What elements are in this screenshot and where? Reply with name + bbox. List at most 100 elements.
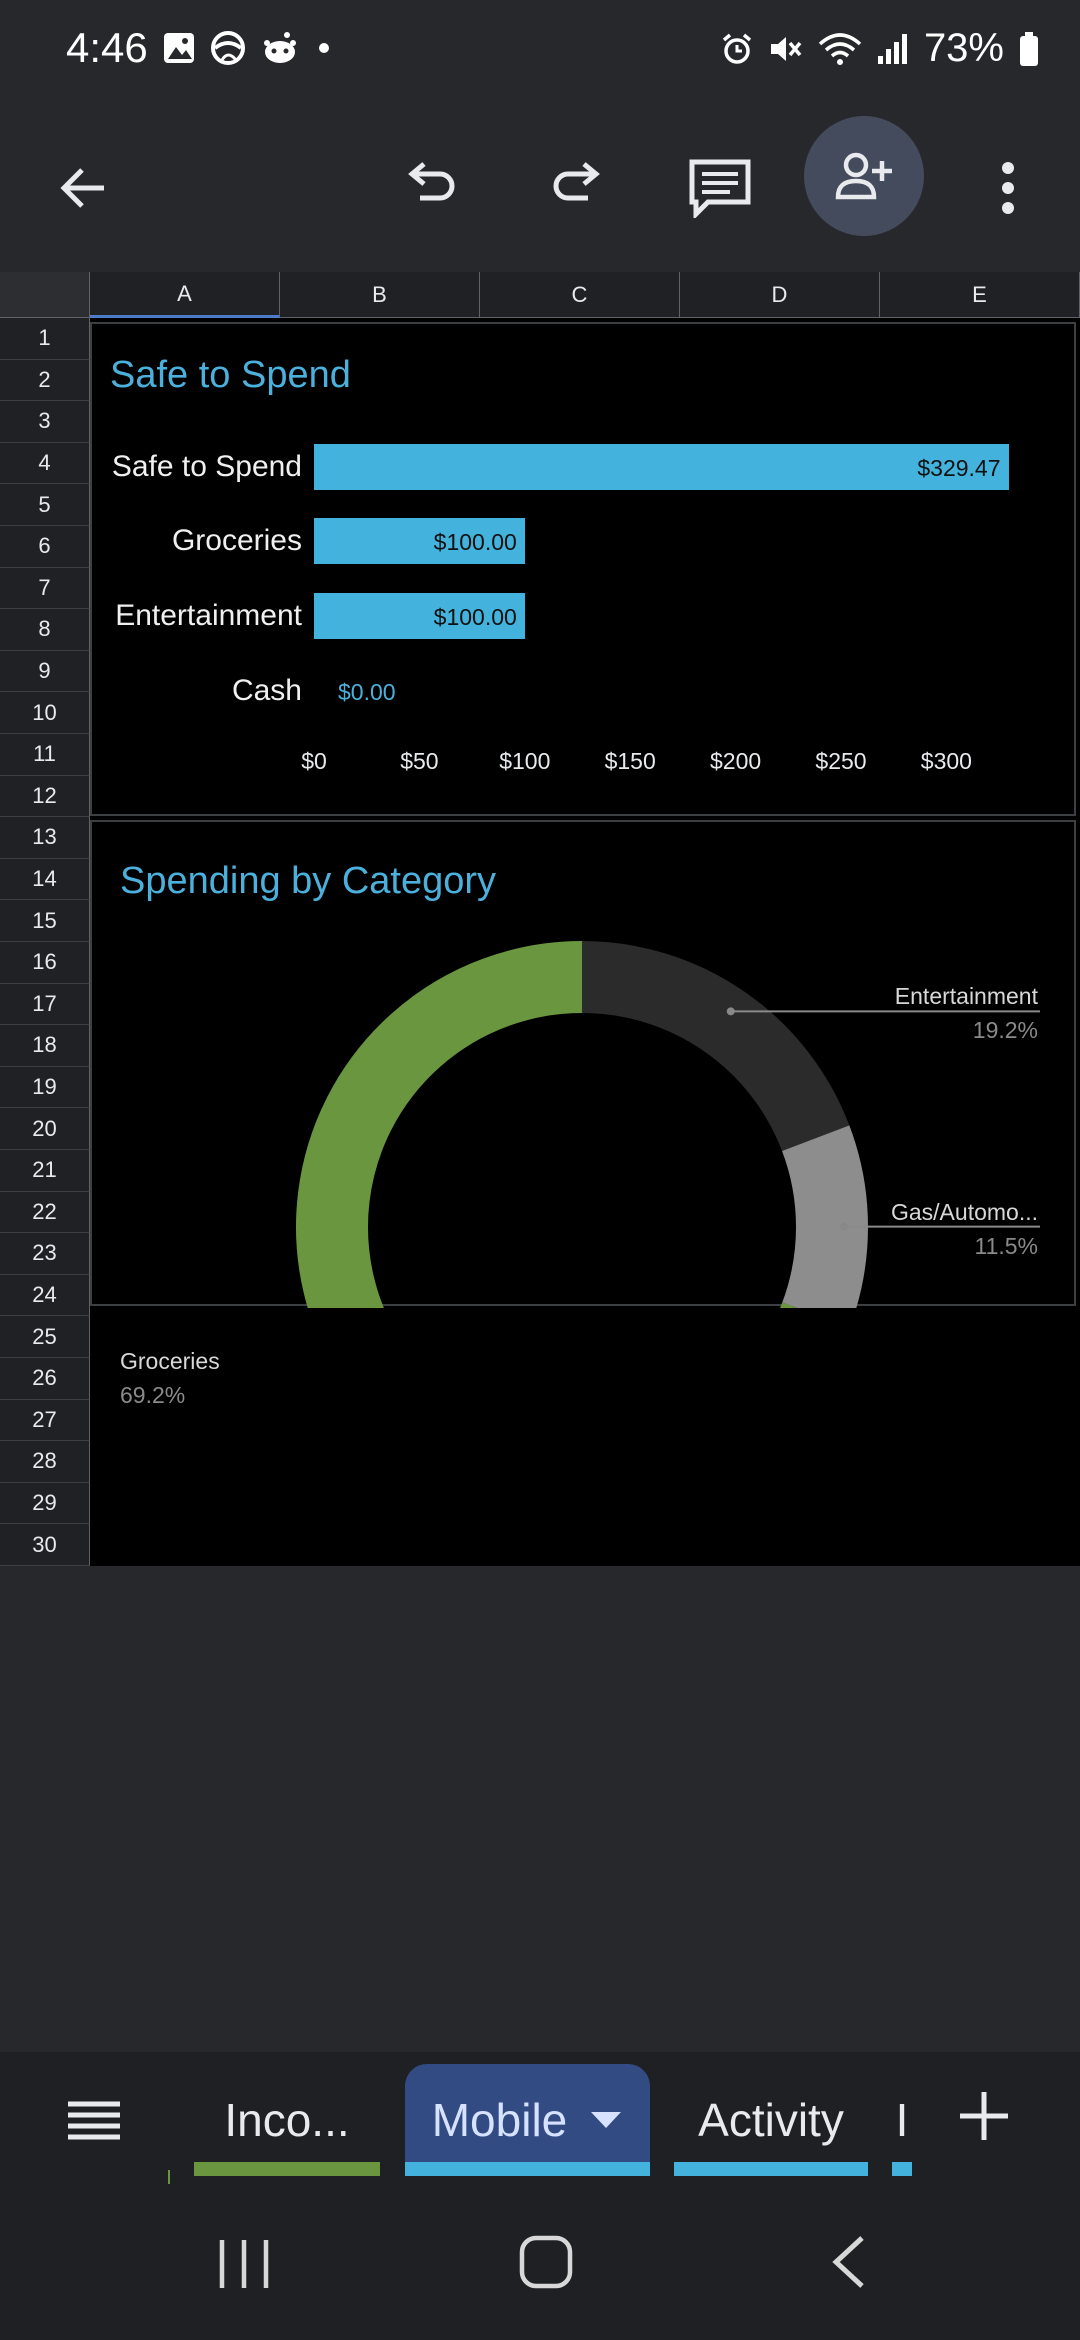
battery-icon <box>1020 31 1038 66</box>
row-header[interactable]: 5 <box>0 484 90 526</box>
system-back-button[interactable] <box>826 2234 870 2295</box>
donut-svg <box>296 941 1040 1308</box>
add-sheet-button[interactable] <box>958 2090 1010 2147</box>
row-header[interactable]: 7 <box>0 567 90 610</box>
row-header[interactable]: 12 <box>0 775 90 818</box>
tab-activity[interactable]: Activity <box>674 2064 868 2176</box>
toolbar <box>0 104 1080 272</box>
row-header[interactable]: 3 <box>0 401 90 443</box>
bar[interactable] <box>314 444 1009 490</box>
row-header[interactable]: 8 <box>0 609 90 651</box>
chart-title: Safe to Spend <box>110 354 351 396</box>
row-header[interactable]: 4 <box>0 442 90 485</box>
tab-color-strip <box>892 2162 912 2176</box>
row-header[interactable]: 25 <box>0 1316 90 1358</box>
all-sheets-button[interactable] <box>66 2100 122 2149</box>
spending-by-category-chart[interactable]: Spending by Category Entertainment 19.2% G… <box>90 820 1076 1408</box>
comment-button[interactable] <box>678 146 762 230</box>
system-nav-bar <box>0 2186 1080 2340</box>
column-header-b[interactable]: B <box>280 272 480 318</box>
row-header[interactable]: 15 <box>0 900 90 942</box>
row-header[interactable]: 10 <box>0 692 90 734</box>
row-header[interactable]: 22 <box>0 1191 90 1234</box>
tab-color-strip <box>674 2162 868 2176</box>
donut-slice[interactable] <box>296 941 816 1308</box>
share-button[interactable] <box>804 116 924 236</box>
row-header[interactable]: 14 <box>0 858 90 901</box>
donut-slice[interactable] <box>581 941 850 1152</box>
row-header[interactable]: 26 <box>0 1358 90 1400</box>
vpn-icon <box>211 31 245 65</box>
x-axis-tick: $150 <box>604 748 656 774</box>
redo-button[interactable] <box>534 146 618 230</box>
bar-value-label: $0.00 <box>338 679 396 705</box>
mute-icon <box>770 36 802 61</box>
row-header[interactable]: 21 <box>0 1150 90 1192</box>
tab-label: Mobile <box>431 2094 568 2146</box>
slice-percent: 19.2% <box>972 1017 1038 1044</box>
row-header[interactable]: 16 <box>0 942 90 984</box>
redo-icon <box>553 162 600 201</box>
tab-label: I <box>895 2094 909 2146</box>
x-axis-tick: $250 <box>815 748 867 774</box>
tab-income[interactable]: Inco... <box>194 2064 380 2176</box>
row-header[interactable]: 2 <box>0 359 90 402</box>
row-header[interactable]: 17 <box>0 983 90 1026</box>
bar-category-label: Groceries <box>171 524 302 557</box>
safe-to-spend-chart[interactable]: Safe to Spend Safe to Spend $329.47 Grocer… <box>90 322 1076 816</box>
slice-label: Groceries <box>120 1348 220 1375</box>
row-header[interactable]: 6 <box>0 526 90 568</box>
tab-divider <box>168 2170 170 2184</box>
x-axis-tick: $300 <box>920 748 972 774</box>
spreadsheet-grid[interactable]: A B C D E 1 2 3 4 5 6 7 8 9 10 11 12 13 14 15 16 17 18 19 2… <box>0 272 1080 1566</box>
bar-category-label: Safe to Spend <box>111 450 302 483</box>
row-header[interactable]: 28 <box>0 1441 90 1483</box>
slice-label: Gas/Automo... <box>890 1198 1038 1225</box>
undo-button[interactable] <box>390 146 474 230</box>
more-options-button[interactable] <box>966 146 1050 230</box>
column-header-d[interactable]: D <box>680 272 880 318</box>
recents-button[interactable] <box>216 2238 272 2295</box>
tab-color-strip <box>194 2162 380 2176</box>
more-vert-icon <box>1002 162 1014 214</box>
row-header[interactable]: 1 <box>0 318 90 360</box>
row-header[interactable]: 27 <box>0 1399 90 1442</box>
row-header[interactable]: 29 <box>0 1482 90 1525</box>
home-icon <box>519 2235 573 2289</box>
undo-icon <box>408 162 455 201</box>
column-header-c[interactable]: C <box>480 272 680 318</box>
tab-label: Inco... <box>224 2094 350 2146</box>
row-header[interactable]: 20 <box>0 1108 90 1150</box>
x-axis-tick: $100 <box>499 748 551 774</box>
row-header[interactable]: 18 <box>0 1025 90 1067</box>
chart-title: Spending by Category <box>120 860 497 902</box>
sheet-tab-bar: Inco... Mobile Activity I <box>0 2052 1080 2186</box>
slice-label: Entertainment <box>894 983 1038 1010</box>
bar-category-label: Entertainment <box>115 599 302 632</box>
select-all-corner[interactable] <box>0 272 90 318</box>
tab-partial[interactable]: I <box>892 2064 912 2176</box>
empty-sheet-area <box>0 1566 1080 2052</box>
comment-icon <box>689 159 751 218</box>
row-header[interactable]: 11 <box>0 734 90 776</box>
status-time: 4:46 <box>66 24 148 71</box>
back-button[interactable] <box>42 146 126 230</box>
row-header[interactable]: 24 <box>0 1274 90 1317</box>
slice-percent: 11.5% <box>974 1232 1038 1259</box>
column-header-a[interactable]: A <box>90 272 280 318</box>
row-header[interactable]: 30 <box>0 1524 90 1566</box>
column-header-e[interactable]: E <box>880 272 1080 318</box>
list-menu-icon <box>68 2101 120 2140</box>
tab-mobile[interactable]: Mobile <box>405 2064 650 2176</box>
home-button[interactable] <box>518 2234 574 2295</box>
donut-slice[interactable] <box>781 1125 868 1308</box>
row-header[interactable]: 19 <box>0 1066 90 1109</box>
slice-percent: 69.2% <box>120 1382 186 1409</box>
bar[interactable] <box>314 518 525 564</box>
tab-color-strip <box>405 2162 650 2176</box>
row-header[interactable]: 13 <box>0 817 90 859</box>
row-header[interactable]: 9 <box>0 650 90 693</box>
status-bar: 4:46 73% <box>0 0 1080 104</box>
bar[interactable] <box>314 593 525 639</box>
row-header[interactable]: 23 <box>0 1233 90 1275</box>
